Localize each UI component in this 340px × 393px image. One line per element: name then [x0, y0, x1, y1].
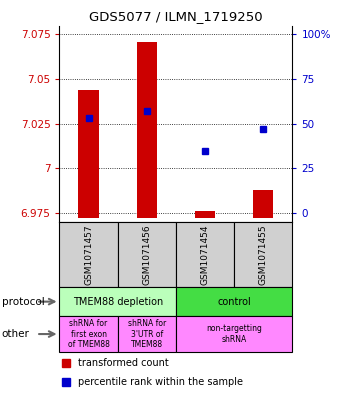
- Text: GSM1071457: GSM1071457: [84, 224, 93, 285]
- Bar: [79, 90, 99, 219]
- Bar: [59, 222, 118, 287]
- Bar: [234, 222, 292, 287]
- Text: transformed count: transformed count: [78, 358, 169, 368]
- Text: GSM1071456: GSM1071456: [142, 224, 151, 285]
- Text: protocol: protocol: [2, 297, 45, 307]
- Text: percentile rank within the sample: percentile rank within the sample: [78, 377, 243, 387]
- Bar: [176, 316, 292, 352]
- Text: control: control: [217, 297, 251, 307]
- Bar: [59, 316, 118, 352]
- Text: TMEM88 depletion: TMEM88 depletion: [73, 297, 163, 307]
- Bar: [118, 316, 176, 352]
- Bar: [59, 287, 176, 316]
- Bar: [176, 222, 234, 287]
- Text: shRNA for
first exon
of TMEM88: shRNA for first exon of TMEM88: [68, 319, 109, 349]
- Bar: [253, 190, 273, 219]
- Bar: [176, 287, 292, 316]
- Text: GSM1071455: GSM1071455: [259, 224, 268, 285]
- Title: GDS5077 / ILMN_1719250: GDS5077 / ILMN_1719250: [89, 10, 263, 23]
- Bar: [137, 42, 157, 219]
- Text: non-targetting
shRNA: non-targetting shRNA: [206, 324, 262, 344]
- Bar: [195, 211, 215, 219]
- Text: other: other: [2, 329, 30, 339]
- Bar: [118, 222, 176, 287]
- Text: shRNA for
3'UTR of
TMEM88: shRNA for 3'UTR of TMEM88: [128, 319, 166, 349]
- Text: GSM1071454: GSM1071454: [201, 224, 209, 285]
